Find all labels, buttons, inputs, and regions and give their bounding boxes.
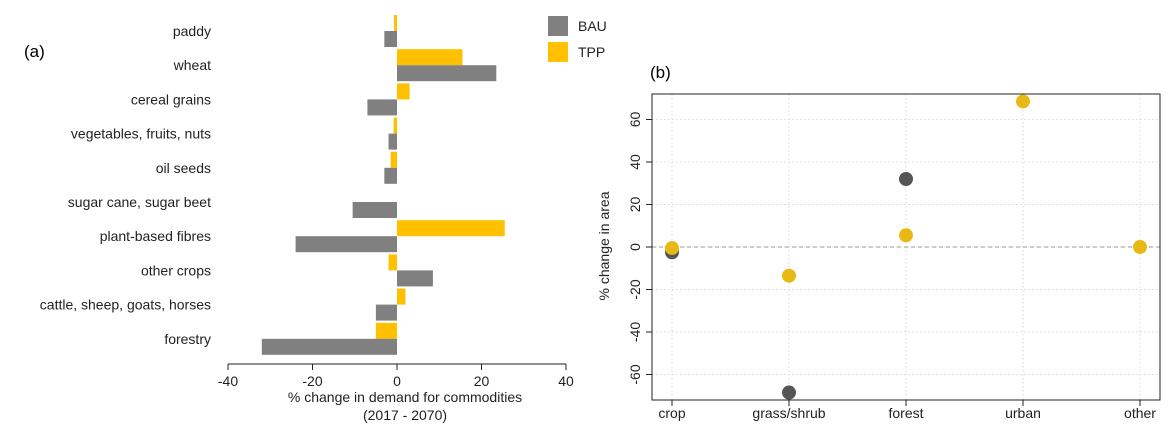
legend-swatch-tpp bbox=[548, 42, 568, 62]
y-tick-label-40: 40 bbox=[627, 154, 643, 170]
x-tick-label-grass-shrub: grass/shrub bbox=[752, 405, 825, 421]
x-axis-subtitle: (2017 - 2070) bbox=[363, 407, 447, 423]
y-tick-label--60: -60 bbox=[627, 364, 643, 384]
y-tick-label--40: -40 bbox=[627, 322, 643, 342]
y-tick-label-0: 0 bbox=[627, 243, 643, 251]
category-label-sugar-cane-sugar-beet: sugar cane, sugar beet bbox=[68, 194, 211, 210]
point-tpp-other bbox=[1133, 240, 1147, 254]
x-tick-label--20: -20 bbox=[302, 373, 322, 389]
bar-bau-oil-seeds bbox=[384, 167, 397, 184]
bar-tpp-cattle-sheep-goats-horses bbox=[397, 288, 406, 305]
bar-bau-other-crops bbox=[397, 270, 433, 287]
category-label-wheat: wheat bbox=[173, 57, 211, 73]
category-label-oil-seeds: oil seeds bbox=[156, 160, 211, 176]
bar-bau-plant-based-fibres bbox=[295, 236, 397, 253]
legend-label-bau: BAU bbox=[578, 18, 607, 34]
bar-bau-cereal-grains bbox=[367, 99, 397, 116]
axes: -60 -40 -20 0 20 40 60 crop grass/shrub forest urb… bbox=[627, 93, 1161, 421]
panel-b-label: (b) bbox=[650, 63, 671, 82]
point-bau-forest bbox=[899, 172, 913, 186]
point-tpp-urban bbox=[1016, 94, 1030, 109]
category-label-plant-based-fibres: plant-based fibres bbox=[100, 228, 211, 244]
category-labels: paddy wheat cereal grains vegetables, fruit… bbox=[40, 23, 211, 347]
bar-group bbox=[261, 15, 505, 355]
point-tpp-forest bbox=[899, 228, 913, 243]
x-tick-label-40: 40 bbox=[558, 373, 574, 389]
bar-tpp-forestry bbox=[375, 322, 398, 339]
bar-bau-cattle-sheep-goats-horses bbox=[375, 304, 398, 321]
x-tick-label--40: -40 bbox=[218, 373, 238, 389]
bar-tpp-paddy bbox=[394, 15, 397, 31]
bar-tpp-oil-seeds bbox=[390, 151, 397, 168]
bar-tpp-plant-based-fibres bbox=[397, 220, 505, 237]
x-tick-label-0: 0 bbox=[393, 373, 401, 389]
y-tick-label-20: 20 bbox=[627, 197, 643, 213]
x-axis-title: % change in demand for commodities bbox=[288, 389, 522, 405]
legend-label-tpp: TPP bbox=[578, 44, 605, 60]
bar-bau-vegetables-fruits-nuts bbox=[388, 133, 397, 150]
point-tpp-crop bbox=[665, 241, 679, 256]
legend: BAU TPP bbox=[548, 16, 607, 62]
bar-tpp-wheat bbox=[397, 49, 463, 66]
x-tick-label-urban: urban bbox=[1005, 405, 1041, 421]
bar-tpp-cereal-grains bbox=[397, 83, 410, 100]
panel-a-label: (a) bbox=[24, 42, 45, 61]
x-tick-label-20: 20 bbox=[474, 373, 490, 389]
category-label-paddy: paddy bbox=[173, 23, 211, 39]
category-label-cattle-sheep-goats-horses: cattle, sheep, goats, horses bbox=[40, 297, 211, 313]
y-tick-label--20: -20 bbox=[627, 279, 643, 299]
category-label-vegetables-fruits-nuts: vegetables, fruits, nuts bbox=[71, 126, 211, 142]
bar-bau-paddy bbox=[384, 31, 397, 47]
scatter-chart-panel: (b) -60 -40 -20 0 20 40 60 crop grass/shrub fores… bbox=[596, 63, 1161, 421]
bar-bau-sugar-cane-sugar-beet bbox=[352, 202, 397, 218]
bar-bau-forestry bbox=[261, 338, 397, 355]
category-label-other-crops: other crops bbox=[141, 262, 211, 278]
bar-chart-panel: (a) paddy wheat cereal grains vegetables, f… bbox=[24, 15, 607, 423]
points bbox=[665, 94, 1147, 400]
point-bau-grass-shrub bbox=[782, 385, 796, 400]
y-tick-label-60: 60 bbox=[627, 112, 643, 128]
category-label-cereal-grains: cereal grains bbox=[131, 91, 211, 107]
x-tick-label-other: other bbox=[1124, 405, 1156, 421]
point-tpp-grass-shrub bbox=[782, 268, 796, 283]
legend-swatch-bau bbox=[548, 16, 568, 36]
bar-tpp-other-crops bbox=[388, 254, 397, 271]
y-axis-title: % change in area bbox=[596, 191, 612, 300]
bar-tpp-vegetables-fruits-nuts bbox=[393, 117, 397, 134]
grid bbox=[652, 94, 1160, 400]
x-axis: -40 -20 0 20 40 bbox=[218, 363, 574, 389]
x-tick-label-forest: forest bbox=[888, 405, 923, 421]
category-label-forestry: forestry bbox=[164, 331, 211, 347]
bar-bau-wheat bbox=[397, 65, 497, 82]
x-tick-label-crop: crop bbox=[658, 405, 685, 421]
